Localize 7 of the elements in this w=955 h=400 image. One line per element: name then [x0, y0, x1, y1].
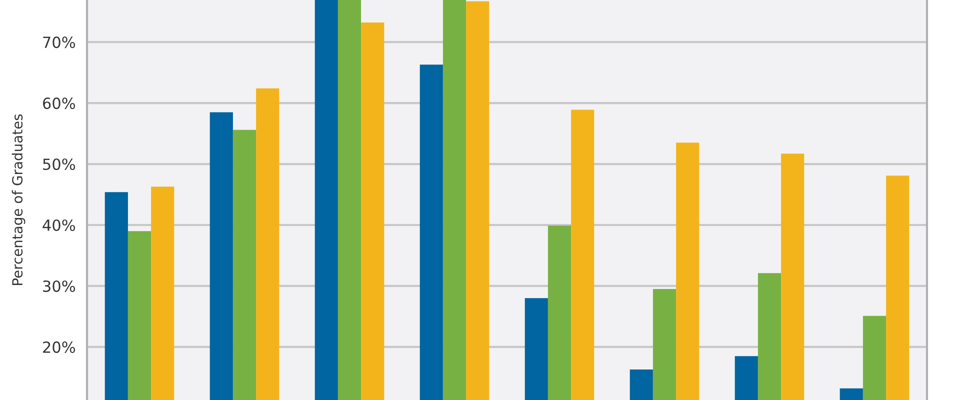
y-tick-label: 30% — [43, 280, 76, 292]
y-tick-label: 50% — [43, 158, 76, 170]
y-tick-label: 20% — [43, 341, 76, 353]
y-tick-label: 60% — [43, 98, 76, 110]
y-tick-label: 70% — [43, 36, 76, 48]
y-axis-title: Percentage of Graduates — [12, 114, 26, 285]
y-tick-label: 40% — [42, 219, 76, 232]
